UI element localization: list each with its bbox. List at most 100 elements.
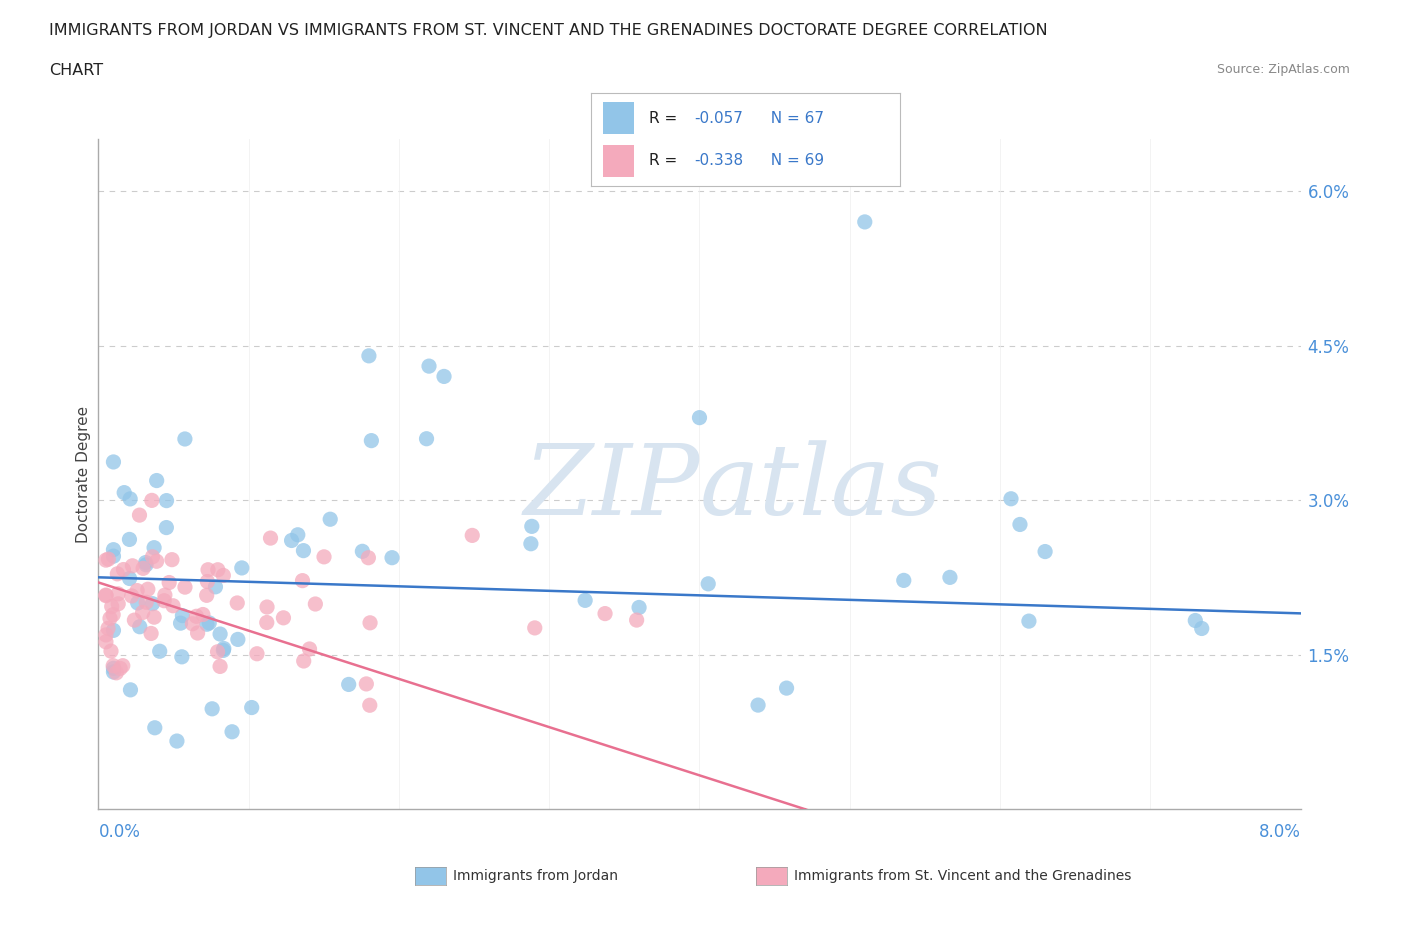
Point [135, 595, 157, 610]
Point [108, 661, 131, 676]
Point [166, 734, 188, 749]
Point [1000, 491, 1022, 506]
Point [240, 700, 263, 715]
Point [357, 349, 380, 364]
Point [174, 432, 197, 446]
Point [127, 583, 149, 598]
Text: atlas: atlas [700, 440, 942, 536]
Point [111, 658, 134, 673]
Point [207, 644, 229, 659]
Point [689, 410, 711, 425]
Point [94, 588, 117, 603]
Point [128, 619, 150, 634]
Point [103, 455, 125, 470]
Point [141, 550, 163, 565]
Point [319, 512, 342, 526]
Point [939, 570, 962, 585]
Text: Immigrants from St. Vincent and the Grenadines: Immigrants from St. Vincent and the Gren… [794, 869, 1132, 883]
Y-axis label: Doctorate Degree: Doctorate Degree [76, 405, 91, 543]
Point [105, 566, 128, 581]
Point [256, 615, 278, 630]
Point [107, 587, 129, 602]
Point [381, 551, 404, 565]
Point [231, 561, 253, 576]
Text: -0.338: -0.338 [695, 153, 744, 168]
Point [204, 579, 226, 594]
Point [697, 577, 720, 591]
Point [98, 611, 121, 626]
Point [197, 574, 219, 589]
Point [352, 544, 374, 559]
Point [145, 473, 167, 488]
Point [103, 661, 125, 676]
Point [201, 701, 224, 716]
Point [128, 508, 150, 523]
Point [195, 617, 218, 631]
Point [101, 607, 124, 622]
Point [520, 519, 543, 534]
Point [143, 540, 166, 555]
Point [131, 605, 153, 620]
Text: ZIP: ZIP [523, 440, 700, 536]
Point [97, 551, 120, 566]
Point [209, 627, 232, 642]
Point [120, 683, 142, 698]
Point [356, 676, 378, 691]
Point [162, 598, 184, 613]
Point [103, 549, 125, 564]
Point [212, 643, 235, 658]
Point [145, 554, 167, 569]
Text: IMMIGRANTS FROM JORDAN VS IMMIGRANTS FROM ST. VINCENT AND THE GRENADINES DOCTORA: IMMIGRANTS FROM JORDAN VS IMMIGRANTS FRO… [49, 23, 1047, 38]
Point [107, 596, 129, 611]
Point [127, 595, 149, 610]
Point [775, 681, 797, 696]
Point [149, 644, 172, 658]
Point [186, 609, 208, 624]
Point [143, 721, 166, 736]
Point [103, 658, 125, 673]
Point [207, 563, 229, 578]
Point [226, 632, 249, 647]
Point [124, 613, 146, 628]
Point [94, 634, 117, 649]
Point [1008, 517, 1031, 532]
Point [103, 623, 125, 638]
Point [1184, 613, 1206, 628]
Point [118, 571, 141, 586]
Point [121, 589, 143, 604]
Point [523, 620, 546, 635]
Point [292, 543, 315, 558]
Point [100, 599, 122, 614]
Point [337, 677, 360, 692]
Point [256, 600, 278, 615]
Text: -0.057: -0.057 [695, 111, 742, 126]
Point [359, 698, 381, 712]
Point [191, 607, 214, 622]
Point [298, 642, 321, 657]
Point [312, 550, 335, 565]
Point [433, 369, 456, 384]
Point [153, 588, 176, 603]
Point [626, 613, 648, 628]
Point [304, 596, 326, 611]
Point [291, 573, 314, 588]
Point [226, 595, 249, 610]
Point [157, 575, 180, 590]
Point [893, 573, 915, 588]
Point [574, 593, 596, 608]
Point [170, 649, 193, 664]
Point [100, 644, 122, 658]
Point [747, 698, 769, 712]
Point [112, 485, 135, 500]
Text: Immigrants from Jordan: Immigrants from Jordan [453, 869, 617, 883]
Point [141, 493, 163, 508]
Point [1018, 614, 1040, 629]
Point [197, 563, 219, 578]
Point [121, 558, 143, 573]
Point [94, 552, 117, 567]
Text: 0.0%: 0.0% [98, 823, 141, 841]
Point [418, 359, 440, 374]
Point [628, 600, 651, 615]
Point [172, 608, 194, 623]
Point [181, 617, 204, 631]
